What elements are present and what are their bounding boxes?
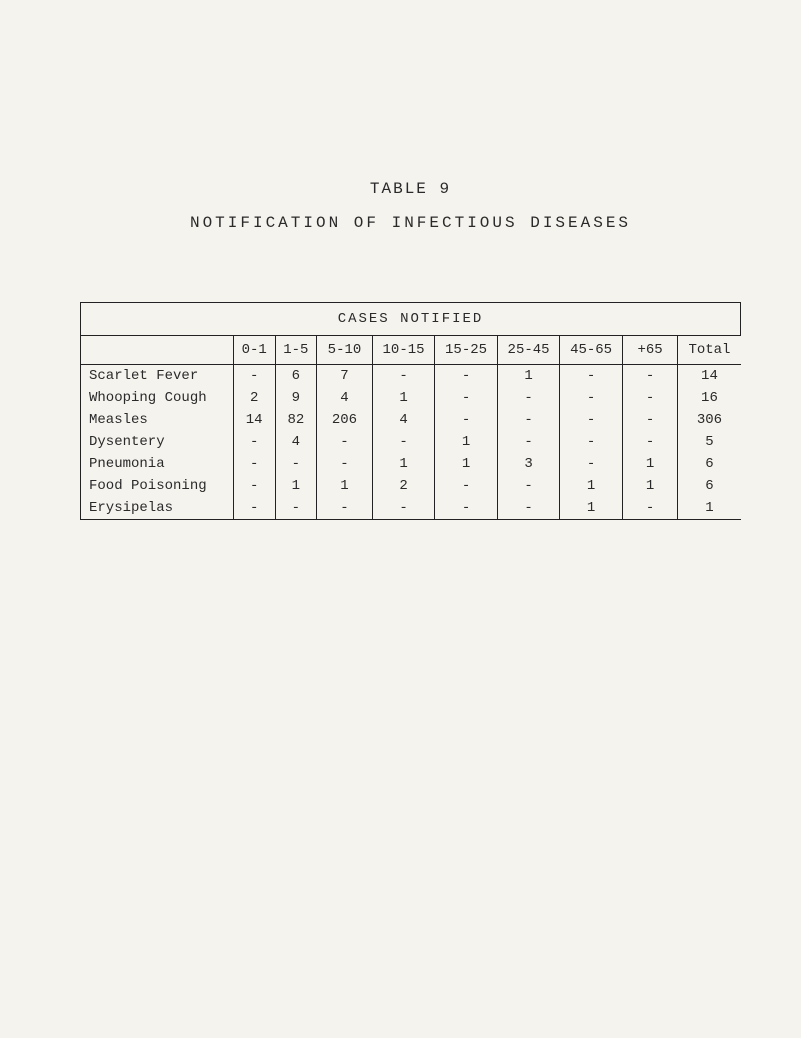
data-cell: 1 [560, 475, 623, 497]
data-cell: - [435, 475, 498, 497]
data-cell: - [233, 453, 275, 475]
data-cell: 82 [275, 409, 317, 431]
data-cell: - [233, 475, 275, 497]
data-cell: 6 [275, 365, 317, 388]
data-cell: - [317, 497, 373, 520]
col-total: Total [678, 336, 741, 365]
data-cell: 1 [372, 453, 435, 475]
document-page: TABLE 9 NOTIFICATION OF INFECTIOUS DISEA… [0, 0, 801, 520]
data-cell: - [497, 387, 560, 409]
data-cell: - [317, 431, 373, 453]
data-cell: - [233, 365, 275, 388]
data-cell: - [622, 409, 678, 431]
data-cell: 7 [317, 365, 373, 388]
col-5-10: 5-10 [317, 336, 373, 365]
data-cell: 6 [678, 453, 741, 475]
data-cell: 306 [678, 409, 741, 431]
data-cell: 1 [372, 387, 435, 409]
data-cell: - [622, 431, 678, 453]
disease-name: Food Poisoning [81, 475, 234, 497]
table-row: Food Poisoning-112--116 [81, 475, 741, 497]
data-cell: 3 [497, 453, 560, 475]
table-title: NOTIFICATION OF INFECTIOUS DISEASES [80, 214, 741, 232]
data-cell: - [275, 453, 317, 475]
disease-name: Whooping Cough [81, 387, 234, 409]
col-45-65: 45-65 [560, 336, 623, 365]
title-block: TABLE 9 NOTIFICATION OF INFECTIOUS DISEA… [80, 180, 741, 232]
data-cell: - [435, 365, 498, 388]
col-plus65: +65 [622, 336, 678, 365]
data-cell: - [435, 387, 498, 409]
data-cell: 2 [233, 387, 275, 409]
data-cell: - [560, 387, 623, 409]
disease-name: Scarlet Fever [81, 365, 234, 388]
col-1-5: 1-5 [275, 336, 317, 365]
data-cell: 1 [678, 497, 741, 520]
data-cell: - [560, 365, 623, 388]
disease-name: Dysentery [81, 431, 234, 453]
col-0-1: 0-1 [233, 336, 275, 365]
data-cell: - [560, 409, 623, 431]
data-cell: 206 [317, 409, 373, 431]
data-cell: - [560, 431, 623, 453]
data-cell: - [435, 497, 498, 520]
data-cell: - [317, 453, 373, 475]
data-cell: 5 [678, 431, 741, 453]
table-row: Pneumonia---113-16 [81, 453, 741, 475]
data-cell: 4 [317, 387, 373, 409]
data-cell: 14 [678, 365, 741, 388]
column-header-row: 0-1 1-5 5-10 10-15 15-25 25-45 45-65 +65… [81, 336, 741, 365]
data-cell: 2 [372, 475, 435, 497]
data-cell: - [435, 409, 498, 431]
table-row: Erysipelas------1-1 [81, 497, 741, 520]
data-cell: 9 [275, 387, 317, 409]
data-cell: - [275, 497, 317, 520]
cases-table: CASES NOTIFIED 0-1 1-5 5-10 10-15 15-25 … [80, 302, 741, 520]
data-cell: 1 [622, 475, 678, 497]
data-cell: 1 [435, 431, 498, 453]
table-body: Scarlet Fever-67--1--14Whooping Cough294… [81, 365, 741, 520]
table-row: Scarlet Fever-67--1--14 [81, 365, 741, 388]
col-25-45: 25-45 [497, 336, 560, 365]
col-15-25: 15-25 [435, 336, 498, 365]
disease-name: Measles [81, 409, 234, 431]
data-cell: 14 [233, 409, 275, 431]
data-cell: 1 [560, 497, 623, 520]
data-cell: - [233, 431, 275, 453]
data-cell: - [497, 431, 560, 453]
data-cell: 1 [317, 475, 373, 497]
disease-name: Erysipelas [81, 497, 234, 520]
disease-name: Pneumonia [81, 453, 234, 475]
data-cell: - [622, 497, 678, 520]
data-cell: - [233, 497, 275, 520]
col-blank [81, 336, 234, 365]
data-cell: - [497, 475, 560, 497]
data-cell: 1 [497, 365, 560, 388]
data-cell: - [372, 497, 435, 520]
data-cell: 1 [435, 453, 498, 475]
data-cell: 4 [275, 431, 317, 453]
super-header: CASES NOTIFIED [81, 303, 741, 336]
data-cell: 4 [372, 409, 435, 431]
table-row: Dysentery-4--1---5 [81, 431, 741, 453]
data-cell: - [497, 409, 560, 431]
data-cell: 1 [275, 475, 317, 497]
data-cell: - [622, 387, 678, 409]
data-cell: - [622, 365, 678, 388]
table-row: Measles14822064----306 [81, 409, 741, 431]
data-cell: 1 [622, 453, 678, 475]
data-cell: - [372, 431, 435, 453]
table-number: TABLE 9 [80, 180, 741, 198]
data-cell: - [497, 497, 560, 520]
data-cell: - [560, 453, 623, 475]
data-cell: 6 [678, 475, 741, 497]
table-row: Whooping Cough2941----16 [81, 387, 741, 409]
col-10-15: 10-15 [372, 336, 435, 365]
data-cell: - [372, 365, 435, 388]
data-cell: 16 [678, 387, 741, 409]
